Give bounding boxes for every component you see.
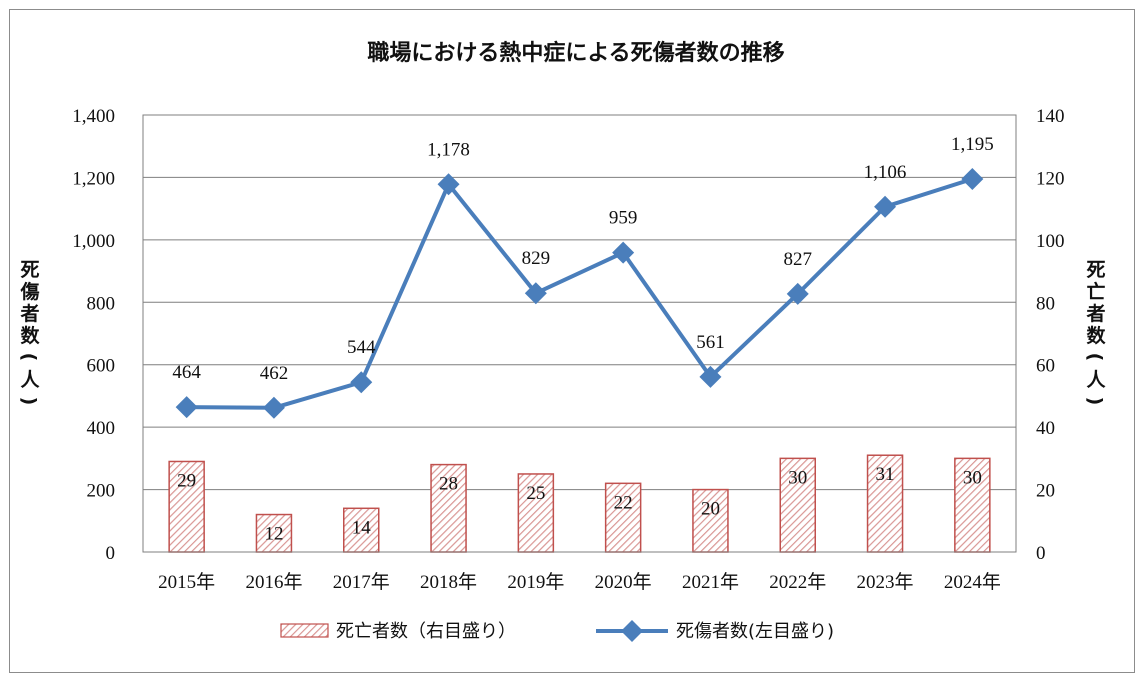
- line-point: [786, 282, 809, 305]
- right-tick-label: 140: [1036, 106, 1065, 127]
- line-point: [612, 241, 635, 264]
- line-point: [175, 396, 198, 419]
- bar-data-label: 31: [876, 464, 895, 485]
- bar-data-label: 12: [264, 524, 283, 545]
- line-point: [961, 167, 984, 190]
- bar: [954, 457, 991, 553]
- left-tick-label: 0: [106, 543, 116, 564]
- bar: [255, 513, 293, 553]
- bar: [430, 463, 467, 553]
- right-tick-label: 60: [1036, 356, 1055, 377]
- line-data-label: 827: [784, 249, 813, 270]
- x-tick-label: 2022年: [769, 571, 826, 593]
- line-point: [524, 282, 547, 305]
- left-tick-label: 1,200: [72, 168, 115, 189]
- left-axis-title-char: 者: [20, 303, 39, 325]
- line-point: [699, 365, 722, 388]
- line-data-label: 561: [696, 332, 725, 353]
- line-data-label: 462: [260, 363, 289, 384]
- left-axis-title-char: 人: [20, 369, 40, 391]
- line-data-label: 1,106: [864, 162, 907, 183]
- bar-data-label: 14: [352, 517, 372, 538]
- bar-data-label: 25: [526, 483, 545, 504]
- left-tick-label: 1,400: [72, 106, 115, 127]
- right-axis-title-char: 数: [1086, 324, 1106, 347]
- x-tick-label: 2021年: [682, 571, 739, 593]
- x-tick-label: 2018年: [420, 571, 477, 593]
- x-tick-label: 2017年: [333, 571, 390, 593]
- plot-area: [142, 114, 1017, 553]
- right-tick-label: 40: [1036, 418, 1055, 439]
- legend-line-label: 死傷者数(左目盛り): [676, 621, 834, 642]
- line-point: [437, 173, 460, 196]
- bar-data-label: 22: [614, 492, 633, 513]
- left-tick-label: 1,000: [72, 231, 115, 252]
- x-tick-label: 2019年: [507, 571, 564, 593]
- bar-data-label: 29: [177, 470, 196, 491]
- bar: [779, 457, 816, 553]
- legend-bar-label: 死亡者数（右目盛り）: [336, 621, 516, 642]
- left-axis-title-char: 数: [20, 324, 40, 347]
- left-tick-label: 400: [87, 418, 116, 439]
- left-tick-label: 600: [87, 356, 116, 377]
- line-point: [262, 396, 285, 419]
- bar: [866, 454, 904, 553]
- left-axis-title-char: (: [18, 353, 40, 362]
- right-axis-title-char: ): [1084, 397, 1106, 406]
- x-tick-label: 2023年: [857, 571, 914, 593]
- right-axis-title-char: 人: [1086, 369, 1106, 391]
- chart-title: 職場における熱中症による死傷者数の推移: [367, 40, 784, 66]
- series-line: [186, 177, 973, 410]
- left-axis-title-char: ): [18, 397, 40, 406]
- x-tick-label: 2020年: [595, 571, 652, 593]
- line-point: [350, 371, 373, 394]
- bar-data-label: 30: [788, 467, 807, 488]
- chart-frame: [9, 9, 1135, 673]
- right-tick-label: 120: [1036, 168, 1065, 189]
- left-axis-title-char: 傷: [19, 280, 39, 303]
- legend-bar-swatch: [280, 623, 329, 638]
- right-axis-title-char: 者: [1086, 303, 1105, 325]
- right-tick-label: 20: [1036, 481, 1055, 502]
- line-data-label: 544: [347, 337, 376, 358]
- right-tick-label: 0: [1036, 543, 1046, 564]
- right-tick-label: 80: [1036, 293, 1055, 314]
- left-axis-title-char: 死: [20, 259, 39, 281]
- line-data-label: 829: [522, 248, 551, 269]
- right-axis-title-char: 亡: [1086, 280, 1105, 303]
- bar-data-label: 30: [963, 467, 982, 488]
- x-tick-label: 2016年: [245, 571, 302, 593]
- bar: [692, 488, 729, 553]
- bar-data-label: 28: [439, 474, 458, 495]
- right-axis-title-char: 死: [1086, 259, 1105, 281]
- left-tick-label: 800: [87, 293, 116, 314]
- line-point: [874, 195, 897, 218]
- line-data-label: 1,178: [427, 139, 470, 160]
- bar: [604, 482, 642, 553]
- line-data-label: 464: [172, 362, 201, 383]
- legend-line-marker: [621, 620, 643, 642]
- x-tick-label: 2024年: [944, 571, 1001, 593]
- right-tick-label: 100: [1036, 231, 1065, 252]
- line-data-label: 1,195: [951, 134, 994, 155]
- right-axis-title-char: (: [1084, 353, 1106, 362]
- left-tick-label: 200: [87, 481, 116, 502]
- bar-data-label: 20: [701, 499, 720, 520]
- bar: [517, 473, 555, 553]
- line-data-label: 959: [609, 208, 638, 229]
- x-tick-label: 2015年: [158, 571, 215, 593]
